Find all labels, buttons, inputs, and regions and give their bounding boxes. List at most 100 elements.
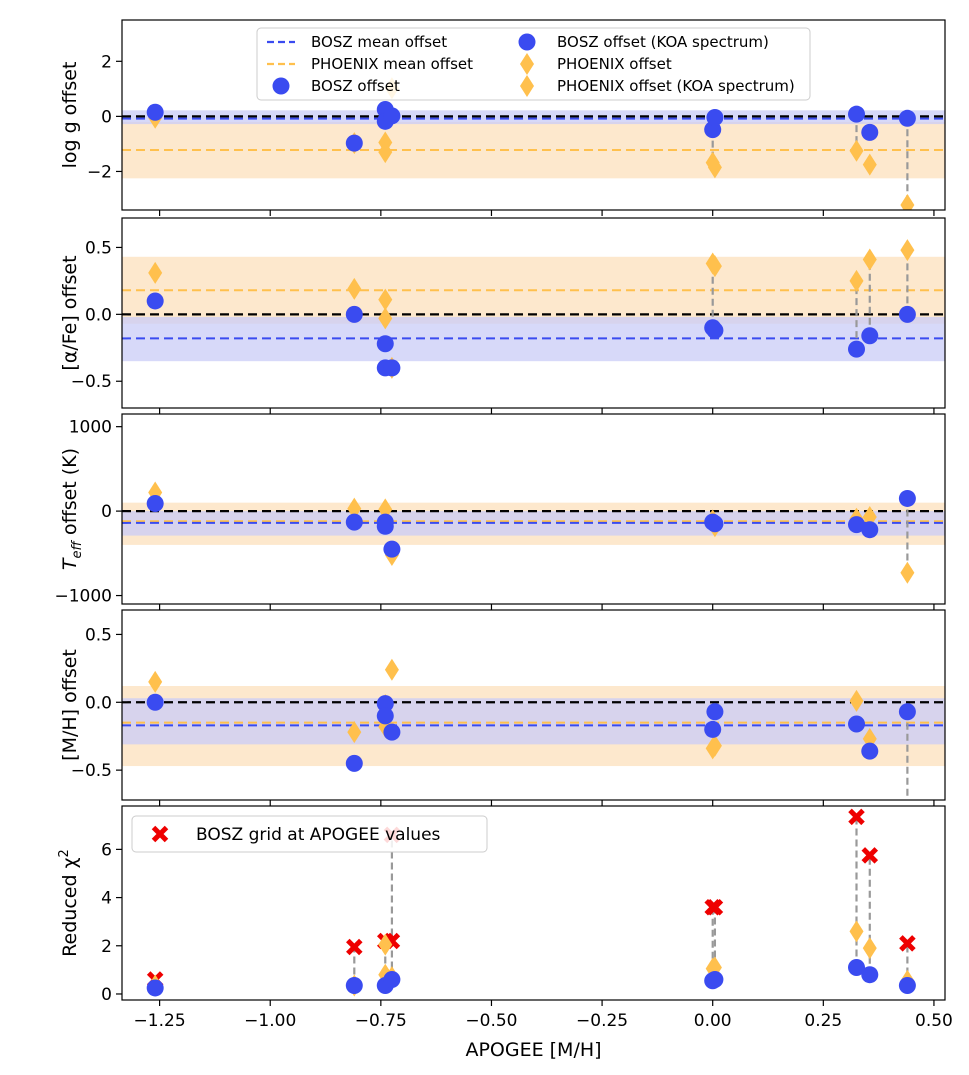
bosz-point xyxy=(861,327,879,345)
legend-swatch-diamond xyxy=(520,75,534,97)
y-axis-label: [α/Fe] offset xyxy=(59,255,81,370)
x-tick-label: 0.50 xyxy=(915,1011,953,1031)
y-axis-label: Teff offset (K) xyxy=(59,448,85,570)
legend-entry: BOSZ offset xyxy=(272,77,400,95)
bosz-point xyxy=(898,305,916,323)
bosz-point xyxy=(345,754,363,772)
phoenix-point xyxy=(384,658,399,681)
bosz-grid-marker xyxy=(706,898,724,916)
y-tick-label: −2 xyxy=(87,162,112,182)
bosz-band xyxy=(122,698,945,745)
panel-frame xyxy=(121,609,946,801)
y-tick-label: 0 xyxy=(101,985,112,1005)
legend-label: PHOENIX mean offset xyxy=(311,55,473,73)
phoenix-point xyxy=(849,689,864,712)
phoenix-point xyxy=(900,807,914,829)
legend-box xyxy=(131,815,488,853)
bosz-point xyxy=(706,515,724,533)
bosz-point xyxy=(706,703,724,721)
bosz-point xyxy=(376,707,394,725)
legend-entry: PHOENIX mean offset xyxy=(267,55,473,73)
panel-4: 0.5 0.0 −0.5[M/H] offset xyxy=(59,609,946,829)
legend-label: BOSZ grid at APOGEE values xyxy=(196,825,441,845)
bosz-point xyxy=(345,134,363,152)
x-tick-label: −0.25 xyxy=(576,1011,628,1031)
bosz-point xyxy=(383,723,401,741)
phoenix-point xyxy=(900,194,915,210)
legend-entry: BOSZ offset (KOA spectrum) xyxy=(518,33,769,51)
legend-entry: PHOENIX offset xyxy=(520,53,672,75)
phoenix-point xyxy=(148,670,163,693)
bosz-point xyxy=(848,715,866,733)
phoenix-point xyxy=(707,255,722,278)
bosz-grid-marker xyxy=(346,938,363,956)
bosz-point xyxy=(383,540,401,558)
bosz-grid-marker-stroke-b xyxy=(706,898,724,916)
bosz-point xyxy=(146,693,164,711)
y-axis-label: [M/H] offset xyxy=(59,649,81,761)
x-axis-label: APOGEE [M/H] xyxy=(465,1039,601,1061)
bosz-point xyxy=(861,966,879,984)
panel-3: 1000 0 −1000 Teff offset (K) xyxy=(54,413,946,610)
x-tick-label: −0.50 xyxy=(465,1011,517,1031)
bosz-point xyxy=(146,495,164,513)
y-tick-label: 4 xyxy=(101,889,112,909)
bosz-point xyxy=(898,489,916,507)
y-tick-label: 1000 xyxy=(69,418,112,438)
legend-swatch-circle xyxy=(272,77,290,95)
bosz-point xyxy=(861,742,879,760)
bosz-point xyxy=(861,521,879,539)
legend-swatch-circle xyxy=(518,33,536,51)
legend-entry: BOSZ mean offset xyxy=(267,33,447,51)
bosz-point xyxy=(383,359,401,377)
bosz-point xyxy=(146,979,164,997)
plot-area-1 xyxy=(122,77,945,210)
y-tick-label: 0 xyxy=(101,502,112,522)
phoenix-point xyxy=(378,288,393,311)
phoenix-point xyxy=(378,933,393,956)
bosz-point xyxy=(146,292,164,310)
x-tick-label: 0.25 xyxy=(804,1011,842,1031)
bosz-point xyxy=(704,720,722,738)
plot-area-2 xyxy=(122,239,945,379)
bosz-point xyxy=(898,109,916,127)
bosz-grid-marker xyxy=(899,935,916,952)
phoenix-point xyxy=(849,269,864,292)
bosz-point xyxy=(848,516,866,534)
phoenix-point xyxy=(862,153,877,176)
bosz-point xyxy=(706,971,724,989)
y-tick-label: 2 xyxy=(101,52,112,72)
bosz-grid-marker xyxy=(861,847,879,864)
x-tick-label: −0.75 xyxy=(355,1011,407,1031)
y-tick-label: 0.5 xyxy=(85,238,112,258)
phoenix-point xyxy=(347,721,362,744)
y-tick-label: 0.0 xyxy=(85,693,112,713)
phoenix-point xyxy=(378,307,393,330)
panel-2: 0.5 0.0 −0.5[α/Fe] offset xyxy=(59,217,946,414)
panel-1: 2 0 −2 log g offset BOSZ mean offset PHOENIX … xyxy=(59,19,946,216)
x-tick-label: 0.00 xyxy=(694,1011,732,1031)
phoenix-point xyxy=(347,277,362,300)
legend-entry: PHOENIX offset (KOA spectrum) xyxy=(520,75,795,97)
phoenix-point xyxy=(849,139,864,162)
y-tick-label: 2 xyxy=(101,937,112,957)
phoenix-point xyxy=(900,561,915,584)
bosz-point xyxy=(146,103,164,121)
bosz-point xyxy=(383,971,401,989)
panel-frame xyxy=(121,805,946,1001)
legend-label: BOSZ mean offset xyxy=(311,33,447,51)
legend-swatch-diamond xyxy=(520,53,534,75)
x-tick-label: −1.00 xyxy=(244,1011,296,1031)
y-tick-label: 0.5 xyxy=(85,625,112,645)
panel-frame xyxy=(121,413,946,605)
bosz-point xyxy=(376,517,394,535)
bosz-point xyxy=(345,977,363,995)
bosz-point xyxy=(861,123,879,141)
bosz-point xyxy=(383,107,401,125)
bosz-grid-marker xyxy=(848,808,865,826)
y-tick-label: −0.5 xyxy=(71,761,112,781)
bosz-point xyxy=(706,321,724,339)
phoenix-point xyxy=(707,734,722,757)
legend-bottom: BOSZ grid at APOGEE values xyxy=(131,815,488,853)
